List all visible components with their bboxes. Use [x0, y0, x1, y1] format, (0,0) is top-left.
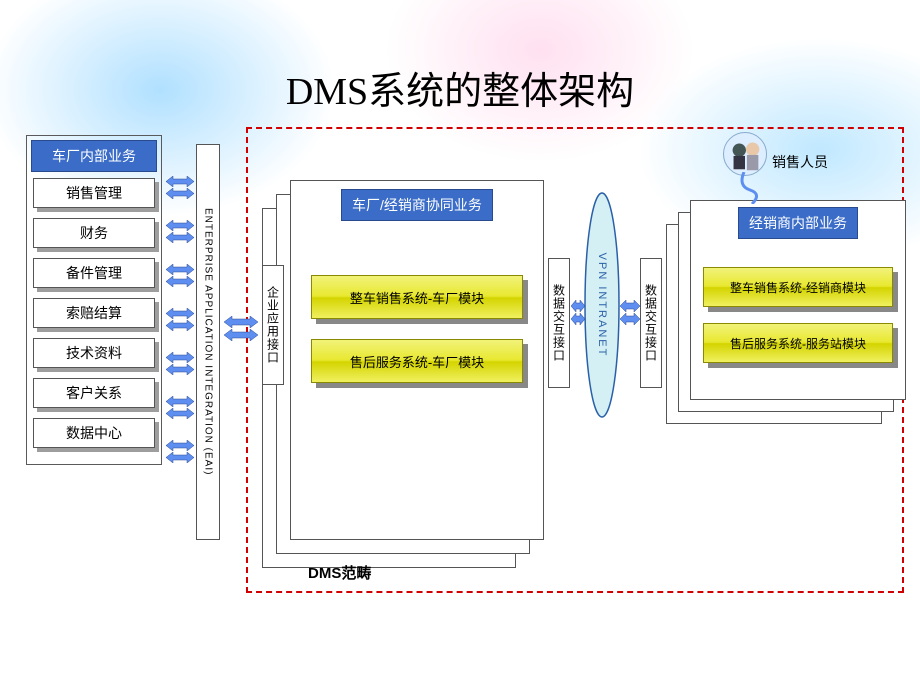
salesperson-connector [736, 172, 766, 204]
factory-item: 销售管理 [33, 178, 155, 208]
eai-label: ENTERPRISE APPLICATION INTEGRATION (EAI) [203, 208, 214, 475]
page-title: DMS系统的整体架构 [0, 60, 920, 115]
enterprise-interface-col: 企业应用接口 [262, 265, 284, 385]
vpn-label: VPN INTRANET [596, 253, 608, 358]
center-module: 整车销售系统-车厂模块 [311, 275, 523, 319]
factory-item-label: 财务 [33, 218, 155, 248]
arrow-factory-eai [166, 176, 194, 199]
arrow-vpn-iface3 [620, 300, 640, 325]
dealer-panel-stack: 经销商内部业务 整车销售系统-经销商模块售后服务系统-服务站模块 [666, 200, 906, 424]
factory-item-label: 客户关系 [33, 378, 155, 408]
eai-column: ENTERPRISE APPLICATION INTEGRATION (EAI) [196, 144, 220, 540]
salesperson-avatar [723, 132, 767, 176]
factory-item-label: 销售管理 [33, 178, 155, 208]
vpn-ellipse: VPN INTRANET [582, 190, 622, 420]
dealer-module-label: 整车销售系统-经销商模块 [703, 267, 893, 307]
dms-scope-label: DMS范畴 [308, 562, 371, 583]
factory-item: 技术资料 [33, 338, 155, 368]
factory-item: 数据中心 [33, 418, 155, 448]
factory-item: 客户关系 [33, 378, 155, 408]
dealer-module: 售后服务系统-服务站模块 [703, 323, 893, 363]
center-panel-header: 车厂/经销商协同业务 [341, 189, 493, 221]
factory-item-label: 索赔结算 [33, 298, 155, 328]
center-module-label: 售后服务系统-车厂模块 [311, 339, 523, 383]
factory-internal-header: 车厂内部业务 [31, 140, 157, 172]
arrow-factory-eai [166, 220, 194, 243]
factory-internal-group: 车厂内部业务 销售管理财务备件管理索赔结算技术资料客户关系数据中心 [26, 135, 162, 465]
data-exchange-label-1: 数据交互接口 [551, 284, 568, 362]
dealer-module: 整车销售系统-经销商模块 [703, 267, 893, 307]
dealer-module-label: 售后服务系统-服务站模块 [703, 323, 893, 363]
data-exchange-col-1: 数据交互接口 [548, 258, 570, 388]
factory-item: 索赔结算 [33, 298, 155, 328]
arrow-factory-eai [166, 396, 194, 419]
arrow-factory-eai [166, 352, 194, 375]
factory-item-label: 技术资料 [33, 338, 155, 368]
factory-item: 财务 [33, 218, 155, 248]
factory-item: 备件管理 [33, 258, 155, 288]
arrow-factory-eai [166, 264, 194, 287]
center-panel-stack: 车厂/经销商协同业务 整车销售系统-车厂模块售后服务系统-车厂模块 [262, 180, 544, 568]
data-exchange-label-2: 数据交互接口 [643, 284, 660, 362]
data-exchange-col-2: 数据交互接口 [640, 258, 662, 388]
center-module-label: 整车销售系统-车厂模块 [311, 275, 523, 319]
salesperson-label: 销售人员 [772, 152, 828, 172]
arrow-factory-eai [166, 308, 194, 331]
center-module: 售后服务系统-车厂模块 [311, 339, 523, 383]
factory-item-label: 备件管理 [33, 258, 155, 288]
arrow-eai-iface1 [224, 316, 258, 341]
dealer-panel-header: 经销商内部业务 [738, 207, 858, 239]
enterprise-interface-label: 企业应用接口 [265, 286, 282, 364]
factory-item-label: 数据中心 [33, 418, 155, 448]
arrow-iface2-vpn [571, 300, 585, 325]
arrow-factory-eai [166, 440, 194, 463]
